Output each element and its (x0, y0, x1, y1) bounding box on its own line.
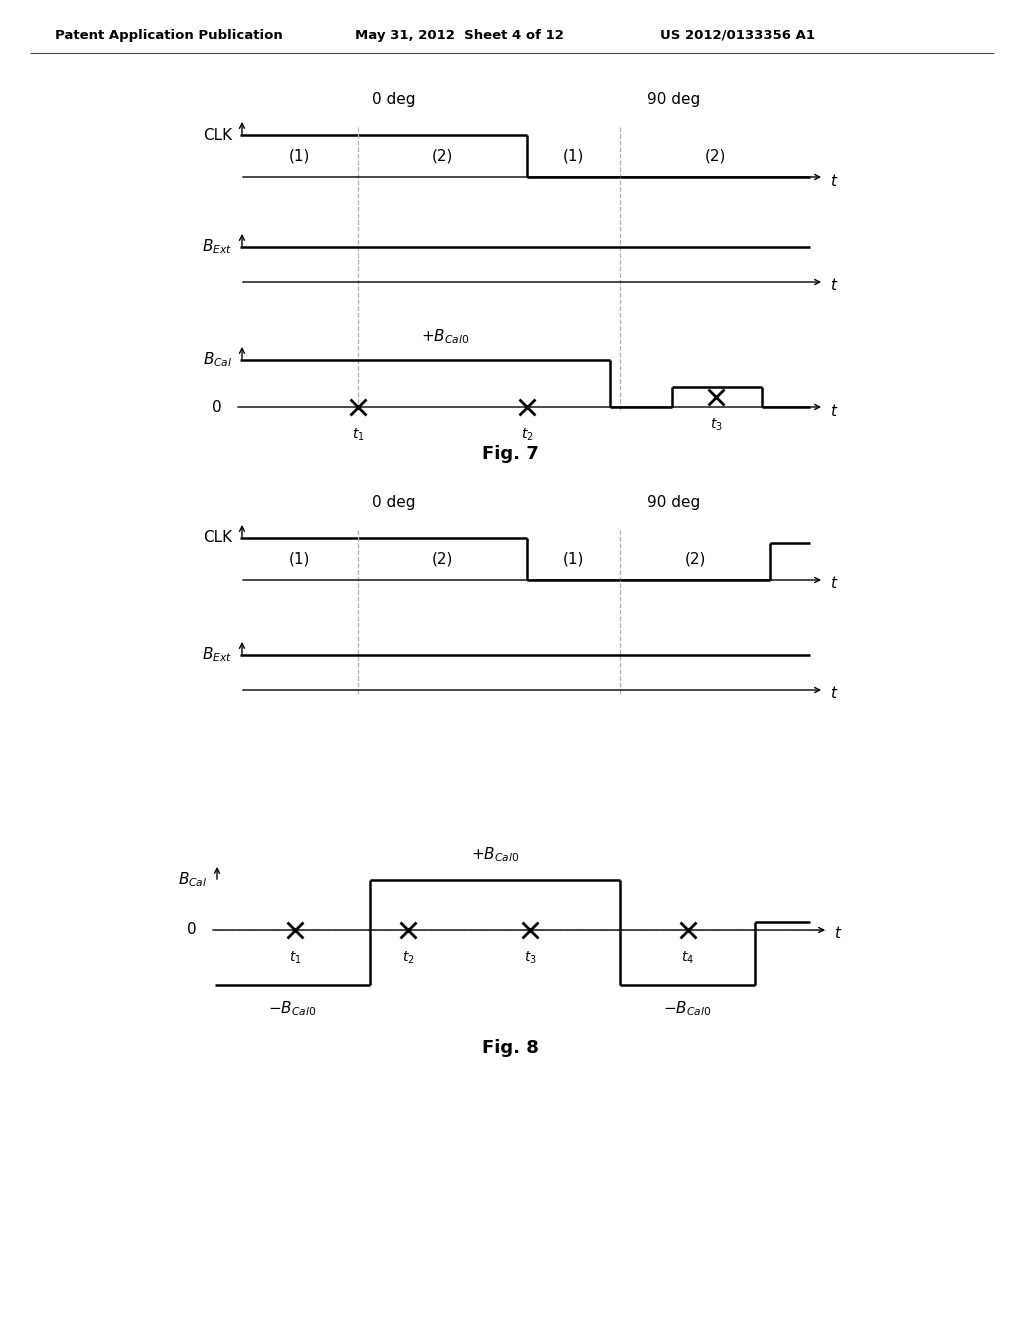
Text: t: t (830, 686, 836, 701)
Text: (2): (2) (432, 149, 454, 164)
Text: t: t (830, 279, 836, 293)
Text: $t_1$: $t_1$ (351, 426, 365, 444)
Text: (2): (2) (432, 552, 454, 566)
Text: $t_4$: $t_4$ (682, 950, 694, 966)
Text: CLK: CLK (203, 128, 232, 143)
Text: Patent Application Publication: Patent Application Publication (55, 29, 283, 41)
Text: Fig. 8: Fig. 8 (481, 1039, 539, 1057)
Text: $t_1$: $t_1$ (289, 950, 301, 966)
Text: $-B_{Cal0}$: $-B_{Cal0}$ (268, 999, 316, 1018)
Text: (2): (2) (705, 149, 726, 164)
Text: $B_{Ext}$: $B_{Ext}$ (202, 645, 232, 664)
Text: $+B_{Cal0}$: $+B_{Cal0}$ (421, 327, 469, 346)
Text: 90 deg: 90 deg (647, 495, 700, 510)
Text: (1): (1) (563, 552, 584, 566)
Text: 0 deg: 0 deg (372, 92, 416, 107)
Text: US 2012/0133356 A1: US 2012/0133356 A1 (660, 29, 815, 41)
Text: (1): (1) (563, 149, 584, 164)
Text: t: t (830, 404, 836, 418)
Text: (1): (1) (289, 552, 309, 566)
Text: $t_3$: $t_3$ (523, 950, 537, 966)
Text: $t_2$: $t_2$ (401, 950, 415, 966)
Text: CLK: CLK (203, 531, 232, 545)
Text: May 31, 2012  Sheet 4 of 12: May 31, 2012 Sheet 4 of 12 (355, 29, 564, 41)
Text: $+B_{Cal0}$: $+B_{Cal0}$ (471, 845, 519, 865)
Text: t: t (834, 927, 840, 941)
Text: $B_{Ext}$: $B_{Ext}$ (202, 238, 232, 256)
Text: $B_{Cal}$: $B_{Cal}$ (203, 351, 232, 370)
Text: $B_{Cal}$: $B_{Cal}$ (177, 871, 207, 890)
Text: $-B_{Cal0}$: $-B_{Cal0}$ (664, 999, 712, 1018)
Text: t: t (830, 173, 836, 189)
Text: 0 deg: 0 deg (372, 495, 416, 510)
Text: $t_2$: $t_2$ (520, 426, 534, 444)
Text: 90 deg: 90 deg (647, 92, 700, 107)
Text: t: t (830, 577, 836, 591)
Text: (1): (1) (289, 149, 309, 164)
Text: 0: 0 (212, 400, 222, 414)
Text: Fig. 7: Fig. 7 (481, 445, 539, 463)
Text: (2): (2) (684, 552, 706, 566)
Text: 0: 0 (187, 923, 197, 937)
Text: $t_3$: $t_3$ (710, 417, 722, 433)
